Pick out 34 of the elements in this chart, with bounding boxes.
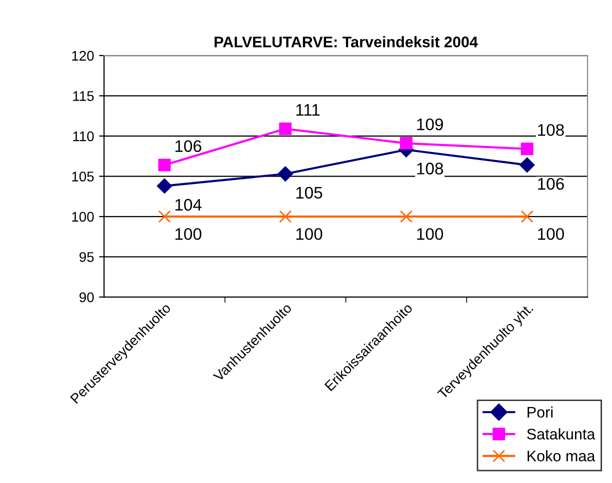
data-label: 100 xyxy=(417,228,444,240)
y-tick-label: 95 xyxy=(80,252,94,262)
point xyxy=(156,178,172,194)
y-tick-label: 100 xyxy=(72,212,94,222)
y-tick-label: 110 xyxy=(73,131,94,142)
point xyxy=(520,157,535,173)
point xyxy=(400,210,412,223)
point xyxy=(279,210,292,223)
point xyxy=(400,137,412,150)
point xyxy=(279,122,292,136)
data-label: 100 xyxy=(296,228,322,240)
legend-label: Satakunta xyxy=(527,428,596,440)
chart-title: PALVELUTARVE: Tarveindeksit 2004 xyxy=(214,36,478,48)
data-label: 104 xyxy=(175,198,202,211)
data-label: 106 xyxy=(538,178,564,190)
point xyxy=(158,158,171,172)
y-tick-label: 105 xyxy=(72,172,94,182)
point xyxy=(158,210,171,223)
point xyxy=(278,166,293,182)
legend-label: Pori xyxy=(528,406,553,418)
data-label: 109 xyxy=(417,118,443,130)
data-label: 105 xyxy=(296,186,322,199)
y-tick-label: 90 xyxy=(80,292,94,302)
data-label: 111 xyxy=(296,104,320,116)
y-tick-label: 120 xyxy=(72,50,94,61)
legend-label: Koko maa xyxy=(528,450,596,462)
data-label: 108 xyxy=(538,124,564,136)
data-label: 108 xyxy=(417,162,444,174)
data-label: 100 xyxy=(175,228,202,240)
data-label: 106 xyxy=(175,140,202,152)
point xyxy=(520,210,534,223)
point xyxy=(520,142,534,156)
y-tick-label: 115 xyxy=(73,91,94,101)
data-label: 100 xyxy=(538,228,564,240)
